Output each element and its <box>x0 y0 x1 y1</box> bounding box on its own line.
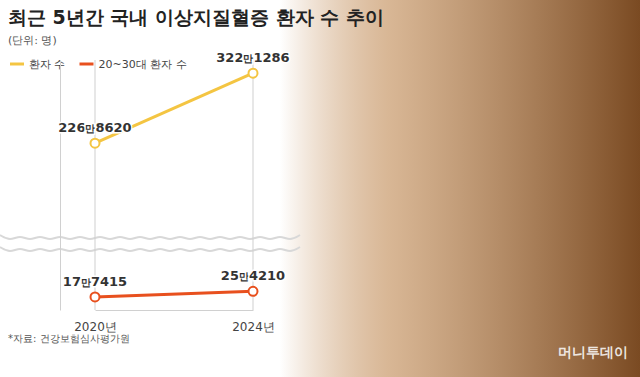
legend-swatch <box>80 63 94 66</box>
plot-area <box>91 69 258 302</box>
marker <box>249 287 258 296</box>
data-label: 17만7415 <box>63 274 127 289</box>
x-tick: 2024년 <box>232 310 275 334</box>
source: *자료: 건강보험심사평가원 <box>8 333 130 344</box>
marker <box>249 69 258 78</box>
wave-break <box>0 247 300 251</box>
series-line <box>95 291 253 297</box>
x-tick-label: 2020년 <box>74 320 117 334</box>
credit: 머니투데이 <box>558 344 628 360</box>
marker <box>91 139 100 148</box>
y-axis-line <box>60 61 61 311</box>
data-label: 322만1286 <box>216 50 289 65</box>
x-tick: 2020년 <box>74 310 117 334</box>
x-axis: 2020년 2024년 <box>74 310 275 334</box>
background-image <box>280 0 640 377</box>
grid-line <box>95 60 96 310</box>
series-line <box>95 73 253 143</box>
title: 최근 5년간 국내 이상지질혈증 환자 수 추이 <box>8 6 384 28</box>
data-label: 25만4210 <box>221 268 285 283</box>
x-tick-label: 2024년 <box>232 320 275 334</box>
marker <box>91 292 100 301</box>
legend: 환자 수20~30대 환자 수 <box>10 58 187 71</box>
data-label: 226만8620 <box>58 120 131 135</box>
chart: 최근 5년간 국내 이상지질혈증 환자 수 추이 (단위: 명) 환자 수20~30… <box>0 0 640 377</box>
legend-swatch <box>10 63 24 66</box>
wave-break <box>0 235 300 239</box>
y-axis <box>60 61 61 311</box>
legend-label: 20~30대 환자 수 <box>99 58 187 71</box>
subtitle: (단위: 명) <box>8 34 57 47</box>
x-axis-line <box>96 310 254 311</box>
